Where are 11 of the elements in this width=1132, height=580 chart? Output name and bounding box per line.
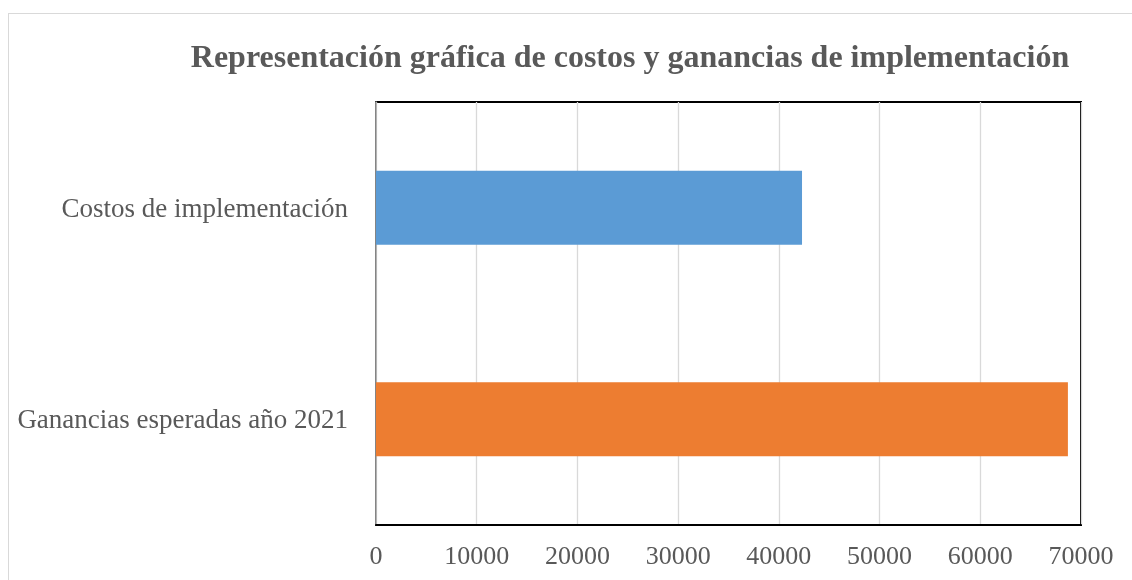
x-tick-label: 50000 [847,540,913,570]
x-tick-label: 20000 [544,540,610,570]
y-tick-label: Ganancias esperadas año 2021 [17,404,348,435]
y-tick-label: Costos de implementación [61,192,349,223]
x-tick-label: 0 [369,540,383,570]
x-tick-label: 70000 [1048,540,1114,570]
x-tick-label: 40000 [746,540,812,570]
chart-title: Representación gráfica de costos y ganancias de implementación [190,38,1070,74]
x-tick-label: 60000 [947,540,1013,570]
x-tick-label: 10000 [444,540,510,570]
x-tick-label: 30000 [645,540,711,570]
